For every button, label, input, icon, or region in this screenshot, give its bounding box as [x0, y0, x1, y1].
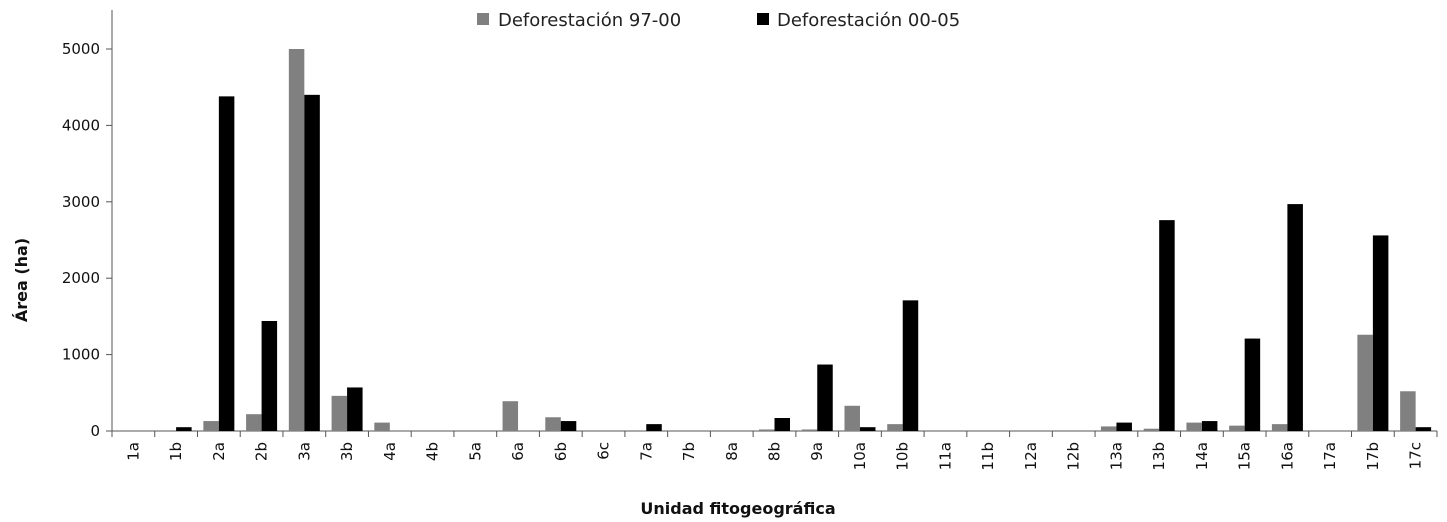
bar-series-1	[844, 405, 860, 431]
y-axis-title: Área (ha)	[12, 238, 31, 322]
x-tick-label: 12a	[1022, 442, 1040, 470]
x-tick-label: 11a	[936, 442, 954, 470]
bar-series-1	[887, 424, 903, 431]
bar-series-1	[1400, 391, 1416, 431]
x-tick-label: 6b	[552, 442, 570, 461]
bar-series-1	[331, 395, 348, 431]
x-tick-label: 17a	[1321, 442, 1339, 470]
bar-series-2	[902, 300, 919, 431]
bar-series-1	[1357, 334, 1373, 431]
legend-label: Deforestación 97-00	[498, 10, 681, 31]
x-tick-label: 15a	[1236, 442, 1254, 470]
bar-series-1	[1100, 426, 1117, 431]
bar-series-1	[246, 414, 262, 431]
bar-series-2	[176, 427, 192, 431]
bar-series-2	[304, 94, 320, 431]
y-tick-label: 5000	[62, 40, 100, 58]
x-tick-label: 13a	[1107, 442, 1125, 470]
bar-series-2	[1287, 204, 1303, 431]
y-axis: 0 1000 2000 3000 4000 5000	[62, 10, 113, 440]
legend: Deforestación 97-00 Deforestación 00-05	[477, 10, 960, 31]
x-tick-label: 1b	[167, 442, 185, 461]
x-tick-label: 5a	[466, 442, 484, 461]
x-axis-title: Unidad fitogeográfica	[640, 499, 835, 518]
x-axis: 1a 1b 2a 2b 3a 3b 4a 4b 5a 6a 6b 6c 7a 7b 8a 8b 9a 10a 10b…	[111, 430, 1438, 471]
x-tick-label: 14a	[1193, 442, 1211, 470]
bar-series-1	[288, 49, 305, 431]
x-tick-label: 10b	[894, 442, 912, 471]
y-tick-label: 0	[90, 422, 100, 440]
bar-series-2	[1201, 421, 1218, 431]
bar-series-2	[646, 424, 662, 431]
y-tick-label: 4000	[62, 116, 100, 134]
x-tick-label: 6c	[595, 442, 613, 460]
bar-series-1	[1271, 424, 1288, 431]
bar-series-2	[560, 421, 577, 431]
bar-series-1	[1186, 422, 1202, 431]
bar-series-2	[261, 320, 278, 431]
x-tick-label: 3b	[338, 442, 356, 461]
bar-series-1	[801, 429, 818, 431]
x-tick-label: 17c	[1407, 442, 1425, 469]
x-tick-label: 7b	[680, 442, 698, 461]
bars	[176, 49, 1432, 432]
x-tick-label: 4a	[381, 442, 399, 461]
legend-swatch	[757, 13, 769, 25]
x-tick-label: 7a	[637, 442, 655, 461]
x-tick-label: 3a	[295, 442, 313, 461]
legend-label: Deforestación 00-05	[777, 10, 960, 31]
x-tick-label: 4b	[424, 442, 442, 461]
bar-series-2	[1244, 338, 1261, 431]
legend-swatch	[477, 13, 489, 25]
bar-series-1	[1229, 425, 1245, 431]
bar-series-2	[218, 96, 235, 432]
bar-series-2	[774, 418, 790, 431]
x-tick-label: 16a	[1278, 442, 1296, 470]
x-tick-label: 12b	[1065, 442, 1083, 471]
x-tick-label: 2b	[253, 442, 271, 461]
bar-series-1	[502, 401, 519, 431]
x-tick-label: 17b	[1364, 442, 1382, 471]
y-tick-label: 1000	[62, 346, 100, 364]
x-tick-label: 9a	[808, 442, 826, 461]
bar-series-1	[545, 417, 561, 431]
y-tick-label: 3000	[62, 193, 100, 211]
bar-series-2	[859, 427, 876, 431]
bar-series-2	[347, 387, 363, 431]
bar-series-1	[374, 422, 390, 431]
bar-series-1	[759, 429, 775, 431]
bar-series-2	[1415, 427, 1432, 431]
bar-series-1	[203, 421, 219, 431]
x-tick-label: 13b	[1150, 442, 1168, 471]
x-tick-label: 8b	[766, 442, 784, 461]
bar-series-2	[1372, 235, 1389, 431]
bar-series-2	[817, 364, 833, 431]
x-tick-label: 2a	[210, 442, 228, 461]
x-tick-label: 6a	[509, 442, 527, 461]
x-tick-label: 10a	[851, 442, 869, 470]
x-tick-label: 11b	[979, 442, 997, 471]
bar-series-2	[1159, 220, 1175, 431]
y-tick-label: 2000	[62, 269, 100, 287]
x-tick-label: 8a	[723, 442, 741, 461]
bar-series-1	[1143, 428, 1160, 431]
bar-series-2	[1116, 422, 1132, 431]
x-tick-label: 1a	[124, 442, 142, 461]
